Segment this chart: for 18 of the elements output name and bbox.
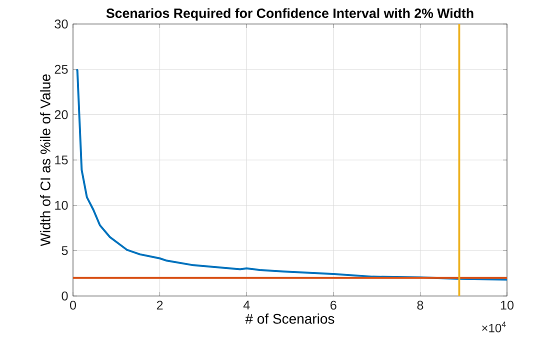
x-tick-label: 2 — [156, 300, 163, 310]
y-tick-label: 20 — [54, 110, 68, 120]
x-axis-title: # of Scenarios — [245, 314, 334, 324]
chart-title: Scenarios Required for Confidence Interval with 2% Width — [106, 8, 474, 21]
x-tick-label: 10 — [500, 300, 514, 310]
line-series — [76, 68, 507, 281]
y-tick-label: 30 — [54, 20, 68, 28]
x-tick-label: 4 — [243, 300, 250, 310]
y-tick-label: 15 — [55, 156, 68, 164]
x-tick-label: 8 — [417, 300, 424, 310]
y-axis-title: Width of CI as %ile of Value — [40, 74, 50, 246]
text: ×10$^{4}$ — [482, 322, 506, 332]
y-tick-label: 10 — [55, 200, 68, 210]
y-tick-label: 0 — [62, 292, 68, 300]
y-tick-label: 25 — [54, 64, 68, 74]
x-tick-label: 6 — [330, 300, 336, 310]
x-tick-label: 0 — [70, 300, 76, 310]
y-tick-label: 5 — [62, 246, 68, 256]
